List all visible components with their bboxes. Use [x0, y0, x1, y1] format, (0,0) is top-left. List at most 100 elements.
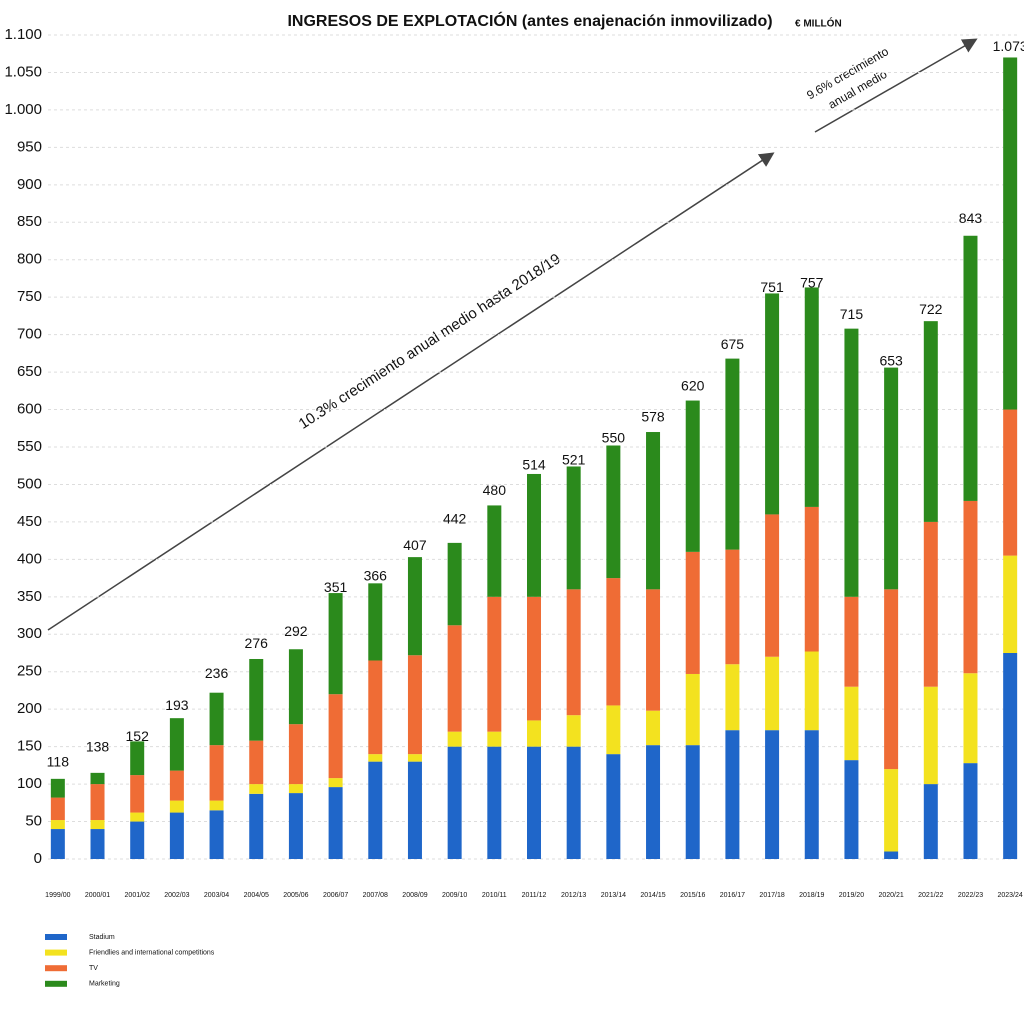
y-tick-label: 300 [17, 625, 42, 642]
bar-segment [90, 772, 105, 785]
x-tick-label: 2010/11 [482, 892, 507, 899]
bar-segment [50, 829, 65, 859]
total-label: 620 [681, 377, 705, 393]
total-label: 118 [47, 753, 70, 769]
total-label: 757 [800, 275, 824, 291]
y-tick-label: 600 [17, 401, 42, 418]
bar-segment [368, 660, 383, 755]
y-tick-label: 550 [17, 438, 42, 455]
bar-segment [804, 730, 819, 859]
bar-segment [725, 664, 740, 731]
bar-segment [328, 787, 343, 859]
total-label: 722 [919, 301, 943, 317]
bar-segment [90, 820, 105, 830]
bar-segment [209, 800, 224, 811]
total-label: 675 [721, 336, 745, 352]
bar-segment [844, 328, 859, 597]
total-label: 407 [403, 537, 427, 553]
x-tick-label: 2004/05 [244, 892, 269, 899]
bar-segment [646, 710, 661, 746]
bar-segment [685, 400, 700, 552]
bar-segment [487, 731, 502, 747]
y-tick-label: 650 [17, 363, 42, 380]
total-label: 514 [522, 457, 546, 473]
bar-segment [447, 746, 462, 859]
bar-segment [249, 740, 264, 785]
bar-segment [566, 466, 581, 590]
bar-segment [606, 705, 621, 755]
bar-segment [50, 797, 65, 821]
x-tick-label: 2020/21 [878, 892, 903, 899]
x-tick-label: 2021/22 [918, 892, 943, 899]
bar-segment [169, 812, 184, 859]
legend-label: Marketing [89, 981, 120, 988]
y-tick-label: 700 [17, 326, 42, 343]
x-tick-label: 2017/18 [759, 892, 784, 899]
y-tick-label: 100 [17, 775, 42, 792]
bar-segment [963, 673, 978, 764]
x-tick-label: 1999/00 [45, 892, 70, 899]
bar-segment [765, 514, 780, 657]
bar-segment [169, 800, 184, 813]
bar-segment [288, 649, 303, 725]
y-tick-label: 150 [17, 738, 42, 755]
bar-segment [130, 812, 145, 822]
total-label: 653 [879, 353, 903, 369]
total-label: 521 [562, 451, 586, 467]
bar-segment [725, 549, 740, 665]
y-tick-label: 500 [17, 475, 42, 492]
x-tick-label: 2003/04 [204, 892, 229, 899]
bar-segment [804, 506, 819, 652]
y-tick-label: 1.100 [4, 26, 42, 43]
bar-segment [725, 358, 740, 550]
total-label: 276 [245, 635, 269, 651]
bar-segment [923, 784, 938, 859]
bar-segment [646, 589, 661, 711]
legend-swatch [45, 949, 67, 956]
x-tick-label: 2005/06 [283, 892, 308, 899]
bar-segment [487, 746, 502, 859]
bar-segment [566, 589, 581, 716]
unit: € MILLÓN [795, 17, 842, 30]
total-label: 550 [602, 430, 626, 446]
bar-segment [685, 673, 700, 746]
bar-segment [884, 589, 899, 770]
legend-label: Stadium [89, 934, 115, 941]
y-tick-label: 0 [34, 850, 42, 867]
total-label: 366 [364, 568, 388, 584]
legend-swatch [45, 980, 67, 987]
bar-segment [90, 829, 105, 859]
bar-segment [90, 784, 105, 821]
bar-segment [328, 593, 343, 695]
total-label: 578 [641, 409, 665, 425]
bar-segment [963, 235, 978, 501]
bar-segment [923, 521, 938, 687]
bar-segment [963, 763, 978, 859]
total-label: 351 [324, 579, 348, 595]
bar-segment [646, 432, 661, 590]
bar-segment [884, 851, 899, 859]
bar-segment [646, 745, 661, 859]
total-label: 292 [284, 623, 308, 639]
bar-segment [963, 500, 978, 674]
bar-segment [50, 778, 65, 798]
y-tick-label: 850 [17, 213, 42, 230]
bar-segment [606, 578, 621, 706]
bar-segment [844, 760, 859, 859]
bar-segment [209, 692, 224, 746]
x-tick-label: 2006/07 [323, 892, 348, 899]
x-tick-label: 2007/08 [363, 892, 388, 899]
bar-segment [288, 724, 303, 785]
bar-segment [765, 730, 780, 859]
y-tick-label: 950 [17, 138, 42, 155]
total-label: 236 [205, 665, 229, 681]
annotation: 10.3% crecimiento anual medio hasta 2018… [296, 250, 564, 432]
total-label: 138 [86, 738, 110, 754]
bar-segment [884, 367, 899, 590]
bar-segment [527, 473, 541, 597]
bar-segment [288, 784, 303, 794]
bar-segment [844, 596, 859, 687]
bar-segment [130, 775, 145, 813]
